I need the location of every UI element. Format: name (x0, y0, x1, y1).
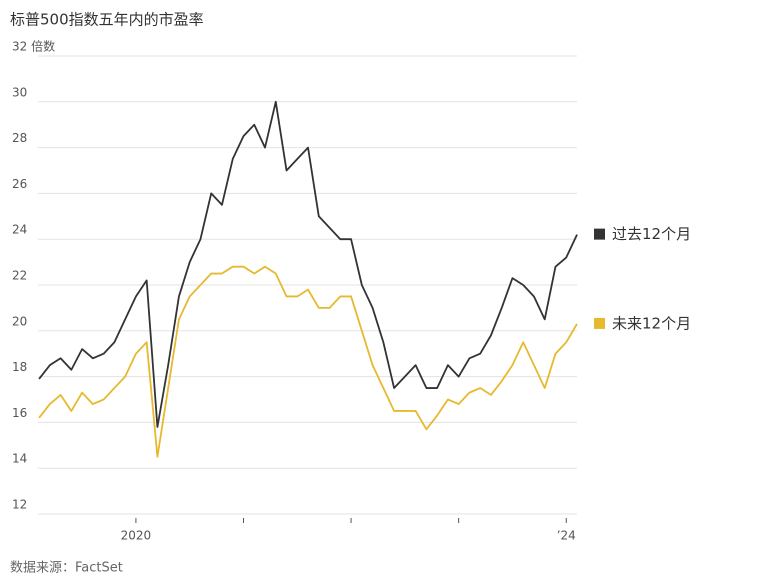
y-tick-label: 20 (12, 314, 27, 328)
legend-swatch (594, 317, 605, 329)
y-tick-label: 32 倍数 (12, 39, 55, 54)
legend-swatch (594, 228, 605, 240)
legend-label: 未来12个月 (612, 314, 691, 332)
chart-title: 标普500指数五年内的市盈率 (10, 11, 204, 29)
source: 数据来源：FactSet (10, 561, 123, 576)
y-tick-label: 14 (12, 452, 27, 466)
line-series (38, 265, 578, 458)
line-series (38, 100, 578, 428)
y-tick-label: 26 (12, 177, 27, 191)
x-tick-label: 2020 (121, 529, 152, 543)
legend-label: 过去12个月 (612, 225, 691, 243)
y-tick-label: 22 (12, 269, 27, 283)
y-tick-label: 30 (12, 85, 27, 99)
y-tick-label: 28 (12, 131, 27, 145)
y-tick-label: 24 (12, 223, 27, 237)
y-tick-label: 16 (12, 406, 27, 420)
x-tick-label: ’24 (557, 529, 576, 543)
y-tick-label: 18 (12, 360, 27, 374)
y-tick-label: 12 (12, 498, 27, 512)
